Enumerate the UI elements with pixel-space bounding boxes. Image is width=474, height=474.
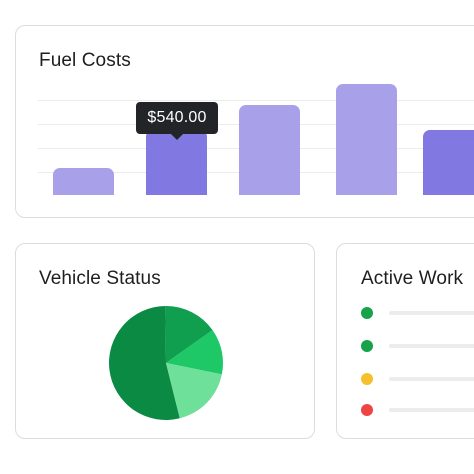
yellow-status-dot [361, 373, 373, 385]
red-status-dot [361, 404, 373, 416]
vehicle-status-title: Vehicle Status [39, 268, 161, 289]
work-item-placeholder [389, 311, 474, 315]
active-work-item[interactable] [361, 307, 474, 319]
active-work-title: Active Work [361, 268, 464, 289]
pie-slice[interactable] [166, 363, 222, 419]
active-work-item[interactable] [361, 340, 474, 352]
fuel-cost-bar[interactable] [146, 130, 207, 195]
chart-gridline [38, 100, 474, 101]
fuel-cost-bar[interactable] [53, 168, 114, 195]
work-item-placeholder [389, 377, 474, 381]
fuel-costs-card: Fuel Costs $540.00 [15, 25, 474, 218]
green-status-dot [361, 340, 373, 352]
green-status-dot [361, 307, 373, 319]
fuel-cost-bar[interactable] [239, 105, 300, 195]
work-item-placeholder [389, 408, 474, 412]
active-work-item[interactable] [361, 373, 474, 385]
work-item-placeholder [389, 344, 474, 348]
fuel-cost-tooltip: $540.00 [136, 102, 218, 134]
fuel-costs-title: Fuel Costs [39, 50, 131, 71]
fuel-cost-bar[interactable] [423, 130, 474, 195]
pie-slice[interactable] [109, 306, 180, 420]
active-work-item[interactable] [361, 404, 474, 416]
pie-slice[interactable] [165, 306, 213, 363]
pie-slice[interactable] [166, 330, 223, 375]
fuel-cost-bar[interactable] [336, 84, 397, 195]
tooltip-arrow [171, 134, 183, 140]
vehicle-status-pie [109, 306, 223, 420]
active-work-card: Active Work [336, 243, 474, 439]
vehicle-status-card: Vehicle Status [15, 243, 315, 439]
